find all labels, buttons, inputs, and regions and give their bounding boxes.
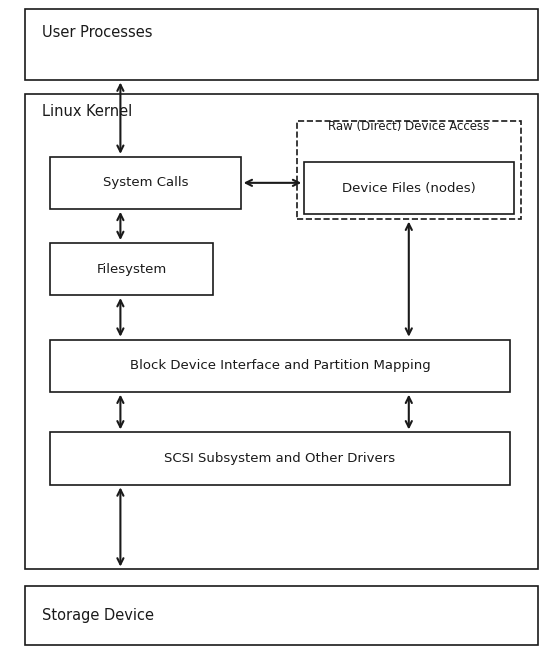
Text: Block Device Interface and Partition Mapping: Block Device Interface and Partition Map… bbox=[129, 359, 431, 372]
Bar bbox=[25, 9, 538, 80]
Bar bbox=[25, 586, 538, 645]
Text: Device Files (nodes): Device Files (nodes) bbox=[342, 182, 475, 195]
Bar bbox=[297, 121, 521, 219]
Text: System Calls: System Calls bbox=[103, 176, 188, 189]
Text: Storage Device: Storage Device bbox=[42, 608, 154, 622]
Text: Linux Kernel: Linux Kernel bbox=[42, 104, 132, 118]
Bar bbox=[50, 432, 510, 485]
Text: SCSI Subsystem and Other Drivers: SCSI Subsystem and Other Drivers bbox=[165, 452, 395, 465]
Text: User Processes: User Processes bbox=[42, 25, 152, 40]
Bar bbox=[50, 157, 241, 209]
Bar bbox=[304, 162, 514, 214]
Bar bbox=[50, 340, 510, 392]
Bar bbox=[25, 94, 538, 569]
Text: Raw (Direct) Device Access: Raw (Direct) Device Access bbox=[328, 120, 489, 133]
Text: Filesystem: Filesystem bbox=[96, 263, 167, 276]
Bar bbox=[50, 243, 213, 295]
